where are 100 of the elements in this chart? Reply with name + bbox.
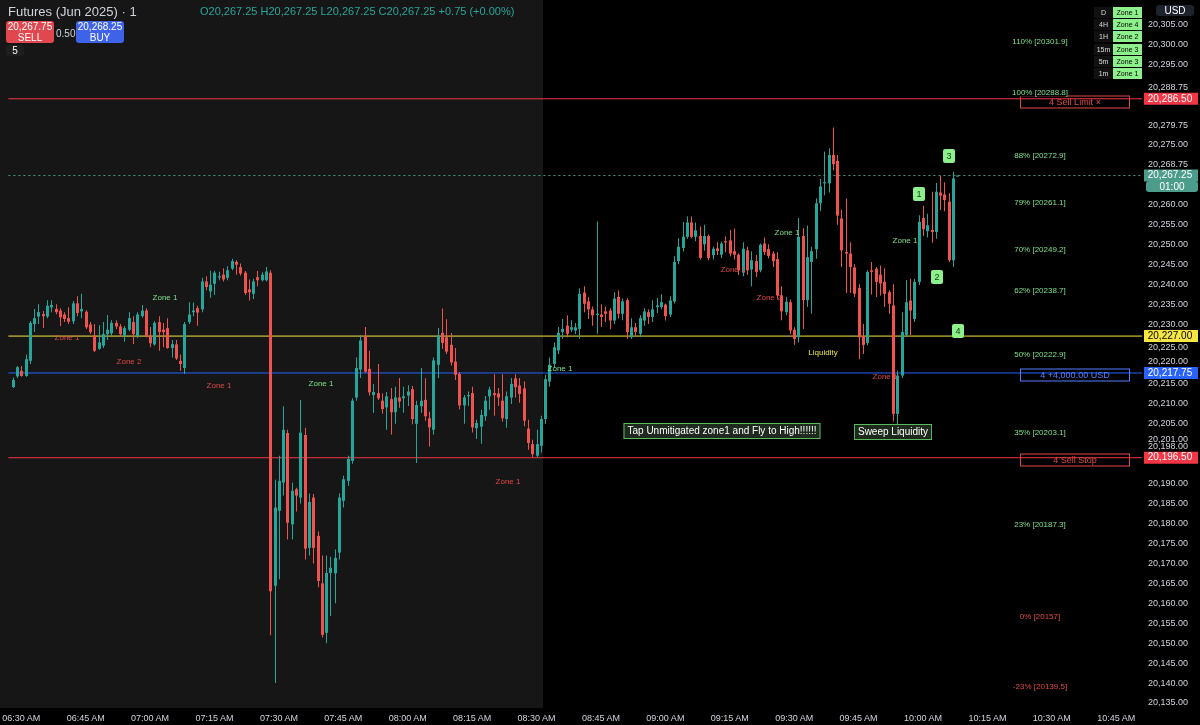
y-tick-label: 20,240.00 (1148, 278, 1189, 289)
y-tick-label: 20,305.00 (1148, 19, 1189, 30)
annotation: 3 (943, 149, 955, 163)
candlestick (845, 198, 848, 294)
x-tick-label: 07:15 AM (195, 712, 234, 723)
annotation: Zone 1 (152, 292, 178, 302)
annotation: Zone 1 (495, 476, 521, 486)
annotation: Liquidity (808, 347, 838, 357)
annotation: 4 +4,000.00 USD (1020, 368, 1130, 382)
y-tick-label: 20,295.00 (1148, 59, 1189, 70)
y-tick-label: 20,155.00 (1148, 617, 1189, 628)
annotation: 0.50 (56, 28, 76, 39)
annotation: Tap Unmitigated zone1 and Fly to High!!!!!! (623, 423, 821, 439)
y-tick-label: 20,140.00 (1148, 677, 1189, 688)
annotation: Zone 1 (206, 380, 232, 390)
y-tick-label: 20,268.75 (1148, 159, 1189, 170)
x-tick-label: 10:15 AM (968, 712, 1007, 723)
text: USD (1156, 5, 1194, 16)
y-tick-label: 20,215.00 (1148, 378, 1189, 389)
ref-line-label: 20,217.75 (1147, 366, 1193, 378)
ref-line-label: 20,227.00 (1147, 329, 1193, 341)
y-tick-label: 20,180.00 (1148, 518, 1189, 529)
y-tick-label: 20,170.00 (1148, 557, 1189, 568)
candlestick (870, 261, 873, 295)
annotation: Zone 1 (774, 227, 800, 237)
x-tick-label: 07:00 AM (131, 712, 170, 723)
annotation: 1 (913, 187, 925, 201)
candlestick (931, 191, 934, 243)
x-tick-label: 06:45 AM (66, 712, 105, 723)
annotation: Zone 2 (116, 356, 142, 366)
ref-line-label: 20,196.50 (1147, 451, 1193, 463)
candlestick (493, 374, 496, 416)
annotation: 35% [20203.1] (1014, 427, 1066, 437)
ref-line-label: 20,267.25 (1147, 169, 1193, 181)
x-tick-label: 06:30 AM (2, 712, 41, 723)
x-tick-label: 07:45 AM (324, 712, 363, 723)
annotation: 23% [20187.3] (1014, 519, 1066, 529)
y-tick-label: 20,160.00 (1148, 597, 1189, 608)
x-tick-label: 08:30 AM (517, 712, 556, 723)
text: 01:00 (1146, 181, 1198, 192)
text: O20,267.25 H20,267.25 L20,267.25 C20,267.25 +0.75 (+0.00%) (200, 5, 516, 17)
candlestick (402, 386, 405, 413)
y-tick-label: 20,235.00 (1148, 298, 1189, 309)
y-tick-label: 20,300.00 (1148, 39, 1189, 50)
annotation: 70% [20249.2] (1014, 244, 1066, 254)
y-tick-label: 20,255.00 (1148, 218, 1189, 229)
annotation: Zone 1 (892, 235, 918, 245)
y-tick-label: 20,279.75 (1148, 120, 1189, 131)
y-tick-label: 20,135.00 (1148, 697, 1189, 708)
x-tick-label: 08:45 AM (581, 712, 620, 723)
annotation: 100% [20288.8] (1011, 87, 1069, 97)
annotation: Zone 1 (720, 264, 746, 274)
x-tick-label: 09:15 AM (710, 712, 749, 723)
candlestick (939, 175, 942, 211)
x-tick-label: 10:30 AM (1032, 712, 1071, 723)
annotation: Sweep Liquidity (853, 424, 933, 440)
annotation: Zone 1 (308, 378, 334, 388)
x-tick-label: 08:00 AM (388, 712, 427, 723)
x-tick-label: 08:15 AM (453, 712, 492, 723)
annotation: 50% [20222.9] (1014, 349, 1066, 359)
y-tick-label: 20,185.00 (1148, 498, 1189, 509)
x-tick-label: 09:30 AM (775, 712, 814, 723)
y-tick-label: 20,245.00 (1148, 258, 1189, 269)
x-tick-label: 09:45 AM (839, 712, 878, 723)
annotation: 20,268.25 BUY (76, 21, 124, 43)
ref-line-label: 20,286.50 (1147, 92, 1193, 104)
y-tick-label: 20,150.00 (1148, 637, 1189, 648)
annotation: 110% [20301.9] (1012, 36, 1068, 46)
y-tick-label: 20,210.00 (1148, 398, 1189, 409)
y-tick-label: 20,145.00 (1148, 657, 1189, 668)
annotation: -23% [20139.5] (1012, 681, 1068, 691)
y-tick-label: 20,220.00 (1148, 356, 1189, 367)
annotation: Zone 2 (756, 292, 782, 302)
annotation: 0% [20157] (1019, 611, 1061, 621)
x-tick-label: 07:30 AM (259, 712, 298, 723)
y-tick-label: 20,225.00 (1148, 341, 1189, 352)
annotation: 20,267.75 SELL (6, 21, 54, 43)
y-tick-label: 20,165.00 (1148, 577, 1189, 588)
annotation: 62% [20238.7] (1014, 285, 1066, 295)
annotation: 79% [20261.1] (1014, 197, 1066, 207)
y-tick-label: 20,250.00 (1148, 238, 1189, 249)
y-tick-label: 20,275.00 (1148, 139, 1189, 150)
annotation: 88% [20272.9] (1014, 150, 1066, 160)
x-tick-label: 10:45 AM (1097, 712, 1136, 723)
y-tick-label: 20,230.00 (1148, 318, 1189, 329)
y-tick-label: 20,175.00 (1148, 537, 1189, 548)
y-tick-label: 20,205.00 (1148, 418, 1189, 429)
annotation: 5 (6, 45, 24, 56)
candlestick (372, 383, 375, 413)
annotation: Zone 1 (872, 371, 898, 381)
candlestick (733, 228, 736, 260)
candlestick (329, 556, 332, 617)
y-tick-label: 20,260.00 (1148, 198, 1189, 209)
x-tick-label: 10:00 AM (903, 712, 943, 723)
x-tick-label: 09:00 AM (646, 712, 685, 723)
annotation: 2 (931, 270, 943, 284)
annotation: 4 (952, 324, 964, 338)
chart-title: Futures (Jun 2025) · 1 (8, 4, 137, 19)
y-tick-label: 20,190.00 (1148, 478, 1189, 489)
y-tick-label: 20,288.75 (1148, 82, 1189, 93)
